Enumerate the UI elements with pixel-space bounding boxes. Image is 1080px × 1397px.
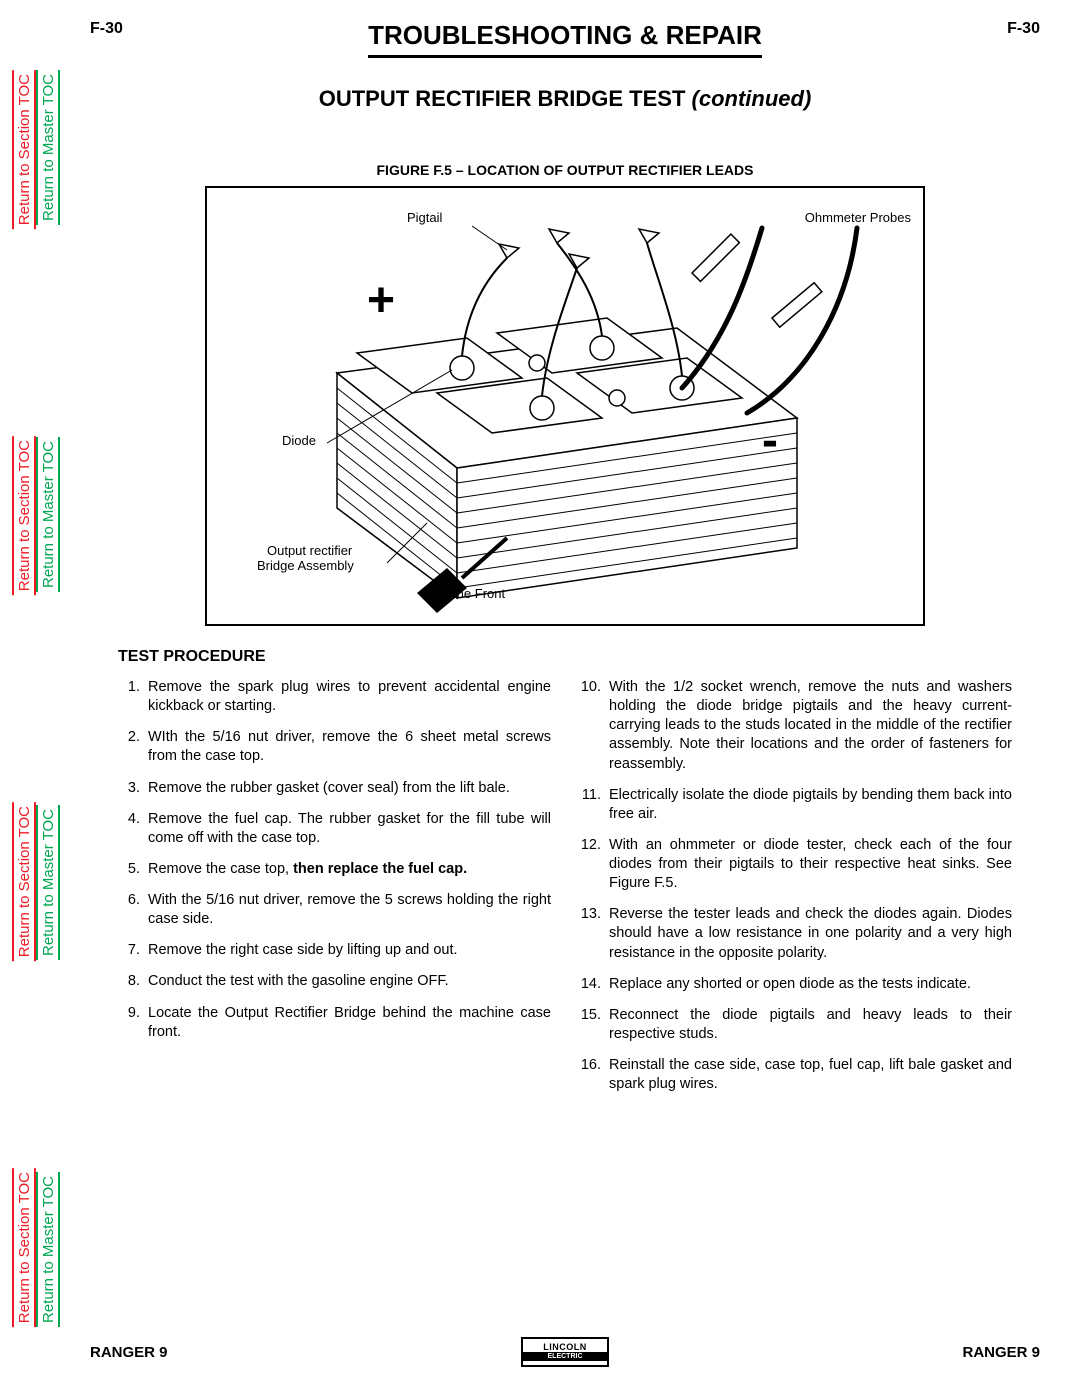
- procedure-step: 2.WIth the 5/16 nut driver, remove the 6…: [118, 728, 551, 766]
- procedure-step: 13.Reverse the tester leads and check th…: [579, 905, 1012, 962]
- label-machine-front: Machine Front: [422, 586, 505, 601]
- logo-bottom-text: ELECTRIC: [523, 1352, 607, 1361]
- step-text: Replace any shorted or open diode as the…: [609, 975, 1012, 994]
- step-text: With the 1/2 socket wrench, remove the n…: [609, 678, 1012, 774]
- procedure-step: 6.With the 5/16 nut driver, remove the 5…: [118, 891, 551, 929]
- page-number-left: F-30: [90, 20, 123, 38]
- page-footer: RANGER 9 LINCOLN ELECTRIC RANGER 9: [90, 1337, 1040, 1367]
- step-text: With an ohmmeter or diode tester, check …: [609, 836, 1012, 893]
- left-column: 1.Remove the spark plug wires to prevent…: [118, 678, 551, 1106]
- step-number: 5.: [118, 860, 148, 879]
- figure-f5: Pigtail Ohmmeter Probes Diode Output rec…: [205, 186, 925, 626]
- page-number-right: F-30: [1007, 20, 1040, 38]
- procedure-step: 7.Remove the right case side by lifting …: [118, 941, 551, 960]
- return-section-toc-link[interactable]: Return to Section TOC: [12, 1168, 36, 1327]
- return-master-toc-link[interactable]: Return to Master TOC: [36, 805, 60, 960]
- step-text: Remove the rubber gasket (cover seal) fr…: [148, 779, 551, 798]
- step-text: Electrically isolate the diode pigtails …: [609, 786, 1012, 824]
- step-number: 10.: [579, 678, 609, 774]
- section-toc-column: Return to Section TOC Return to Section …: [12, 0, 36, 1397]
- step-number: 15.: [579, 1006, 609, 1044]
- return-section-toc-link[interactable]: Return to Section TOC: [12, 436, 36, 595]
- return-master-toc-link[interactable]: Return to Master TOC: [36, 70, 60, 225]
- step-text: Reinstall the case side, case top, fuel …: [609, 1056, 1012, 1094]
- step-text: Remove the fuel cap. The rubber gasket f…: [148, 810, 551, 848]
- step-number: 3.: [118, 779, 148, 798]
- label-pigtail: Pigtail: [407, 210, 442, 225]
- procedure-step: 15.Reconnect the diode pigtails and heav…: [579, 1006, 1012, 1044]
- subtitle-suffix: (continued): [692, 86, 812, 111]
- step-text: Remove the case top, then replace the fu…: [148, 860, 551, 879]
- step-number: 9.: [118, 1004, 148, 1042]
- header-title: TROUBLESHOOTING & REPAIR: [368, 20, 762, 58]
- step-text: With the 5/16 nut driver, remove the 5 s…: [148, 891, 551, 929]
- label-assembly-1: Output rectifier: [267, 543, 352, 558]
- logo-top-text: LINCOLN: [543, 1343, 587, 1352]
- plus-symbol: +: [367, 273, 395, 328]
- step-number: 2.: [118, 728, 148, 766]
- step-number: 6.: [118, 891, 148, 929]
- page-header: F-30 TROUBLESHOOTING & REPAIR F-30: [90, 20, 1040, 58]
- return-section-toc-link[interactable]: Return to Section TOC: [12, 802, 36, 961]
- step-text: Conduct the test with the gasoline engin…: [148, 972, 551, 991]
- step-number: 8.: [118, 972, 148, 991]
- procedure-step: 1.Remove the spark plug wires to prevent…: [118, 678, 551, 716]
- test-procedure-heading: TEST PROCEDURE: [118, 648, 1040, 666]
- step-number: 16.: [579, 1056, 609, 1094]
- step-text: Reverse the tester leads and check the d…: [609, 905, 1012, 962]
- procedure-step: 16.Reinstall the case side, case top, fu…: [579, 1056, 1012, 1094]
- figure-caption: FIGURE F.5 – LOCATION OF OUTPUT RECTIFIE…: [90, 162, 1040, 178]
- step-number: 4.: [118, 810, 148, 848]
- procedure-step: 8.Conduct the test with the gasoline eng…: [118, 972, 551, 991]
- procedure-step: 5.Remove the case top, then replace the …: [118, 860, 551, 879]
- step-number: 14.: [579, 975, 609, 994]
- step-number: 1.: [118, 678, 148, 716]
- lincoln-logo: LINCOLN ELECTRIC: [521, 1337, 609, 1367]
- step-number: 12.: [579, 836, 609, 893]
- label-assembly-2: Bridge Assembly: [257, 558, 354, 573]
- step-text: WIth the 5/16 nut driver, remove the 6 s…: [148, 728, 551, 766]
- side-nav-tabs: Return to Section TOC Return to Section …: [12, 0, 60, 1397]
- procedure-step: 14.Replace any shorted or open diode as …: [579, 975, 1012, 994]
- procedure-step: 3.Remove the rubber gasket (cover seal) …: [118, 779, 551, 798]
- label-ohmmeter: Ohmmeter Probes: [805, 210, 911, 225]
- page-content: F-30 TROUBLESHOOTING & REPAIR F-30 OUTPU…: [90, 20, 1040, 1367]
- procedure-step: 10.With the 1/2 socket wrench, remove th…: [579, 678, 1012, 774]
- master-toc-column: Return to Master TOC Return to Master TO…: [36, 0, 60, 1397]
- procedure-step: 11.Electrically isolate the diode pigtai…: [579, 786, 1012, 824]
- step-number: 7.: [118, 941, 148, 960]
- procedure-columns: 1.Remove the spark plug wires to prevent…: [90, 678, 1040, 1106]
- step-text: Remove the spark plug wires to prevent a…: [148, 678, 551, 716]
- footer-model-left: RANGER 9: [90, 1344, 168, 1361]
- subtitle: OUTPUT RECTIFIER BRIDGE TEST (continued): [90, 86, 1040, 112]
- return-section-toc-link[interactable]: Return to Section TOC: [12, 70, 36, 229]
- label-diode: Diode: [282, 433, 316, 448]
- procedure-step: 12.With an ohmmeter or diode tester, che…: [579, 836, 1012, 893]
- return-master-toc-link[interactable]: Return to Master TOC: [36, 437, 60, 592]
- procedure-step: 9.Locate the Output Rectifier Bridge beh…: [118, 1004, 551, 1042]
- procedure-step: 4.Remove the fuel cap. The rubber gasket…: [118, 810, 551, 848]
- right-column: 10.With the 1/2 socket wrench, remove th…: [579, 678, 1012, 1106]
- step-number: 11.: [579, 786, 609, 824]
- step-text: Reconnect the diode pigtails and heavy l…: [609, 1006, 1012, 1044]
- return-master-toc-link[interactable]: Return to Master TOC: [36, 1172, 60, 1327]
- footer-model-right: RANGER 9: [962, 1344, 1040, 1361]
- step-number: 13.: [579, 905, 609, 962]
- step-text: Remove the right case side by lifting up…: [148, 941, 551, 960]
- subtitle-main: OUTPUT RECTIFIER BRIDGE TEST: [319, 86, 686, 111]
- minus-symbol: -: [762, 413, 778, 468]
- step-text: Locate the Output Rectifier Bridge behin…: [148, 1004, 551, 1042]
